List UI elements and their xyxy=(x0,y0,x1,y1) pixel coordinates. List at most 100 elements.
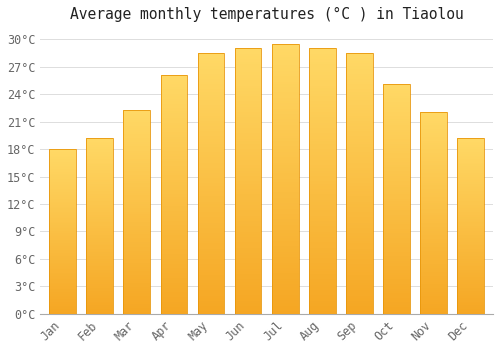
Bar xyxy=(160,101,188,104)
Bar xyxy=(272,95,298,98)
Bar xyxy=(383,103,410,105)
Bar xyxy=(346,306,373,309)
Bar xyxy=(124,134,150,136)
Bar xyxy=(86,189,113,191)
Bar xyxy=(86,186,113,187)
Bar xyxy=(346,254,373,257)
Bar xyxy=(420,304,447,306)
Bar xyxy=(309,173,336,176)
Bar xyxy=(198,223,224,225)
Bar xyxy=(420,199,447,201)
Bar xyxy=(458,233,484,235)
Bar xyxy=(198,100,224,103)
Bar xyxy=(235,152,262,155)
Bar xyxy=(198,199,224,202)
Bar xyxy=(198,204,224,207)
Bar xyxy=(458,284,484,286)
Bar xyxy=(309,210,336,213)
Bar xyxy=(309,194,336,197)
Bar xyxy=(420,253,447,256)
Bar xyxy=(198,303,224,306)
Bar xyxy=(49,268,76,270)
Bar xyxy=(309,72,336,75)
Bar xyxy=(86,265,113,266)
Bar xyxy=(198,53,224,56)
Bar xyxy=(346,82,373,84)
Bar xyxy=(124,298,150,300)
Bar xyxy=(160,120,188,123)
Bar xyxy=(124,187,150,189)
Bar xyxy=(49,200,76,202)
Bar xyxy=(272,236,298,238)
Bar xyxy=(346,158,373,160)
Bar xyxy=(309,125,336,128)
Bar xyxy=(272,298,298,300)
Bar xyxy=(458,296,484,298)
Bar xyxy=(309,59,336,62)
Bar xyxy=(86,208,113,210)
Bar xyxy=(160,75,188,314)
Bar xyxy=(235,239,262,242)
Bar xyxy=(160,211,188,213)
Bar xyxy=(309,224,336,226)
Bar xyxy=(346,63,373,66)
Bar xyxy=(458,210,484,212)
Bar xyxy=(235,51,262,54)
Bar xyxy=(124,199,150,202)
Bar xyxy=(272,152,298,155)
Bar xyxy=(272,155,298,157)
Bar xyxy=(458,208,484,210)
Bar xyxy=(198,165,224,168)
Bar xyxy=(309,176,336,178)
Bar xyxy=(198,257,224,259)
Bar xyxy=(346,259,373,262)
Bar xyxy=(86,231,113,233)
Bar xyxy=(346,257,373,259)
Bar xyxy=(272,241,298,244)
Bar xyxy=(383,158,410,160)
Bar xyxy=(458,270,484,272)
Bar xyxy=(272,230,298,233)
Bar xyxy=(383,128,410,130)
Bar xyxy=(458,216,484,217)
Bar xyxy=(383,231,410,233)
Bar xyxy=(124,214,150,216)
Bar xyxy=(160,304,188,307)
Bar xyxy=(198,66,224,69)
Bar xyxy=(346,176,373,178)
Bar xyxy=(383,217,410,220)
Bar xyxy=(124,216,150,218)
Bar xyxy=(198,134,224,136)
Bar xyxy=(124,257,150,259)
Bar xyxy=(86,247,113,249)
Bar xyxy=(86,198,113,199)
Bar xyxy=(160,264,188,266)
Bar xyxy=(49,276,76,278)
Bar xyxy=(272,90,298,92)
Bar xyxy=(383,309,410,312)
Bar xyxy=(86,273,113,275)
Bar xyxy=(198,246,224,248)
Bar xyxy=(49,230,76,231)
Bar xyxy=(235,194,262,197)
Bar xyxy=(124,259,150,261)
Bar xyxy=(346,56,373,58)
Bar xyxy=(198,296,224,298)
Bar xyxy=(198,236,224,238)
Bar xyxy=(198,76,224,79)
Bar xyxy=(309,189,336,192)
Bar xyxy=(458,206,484,208)
Bar xyxy=(124,310,150,312)
Bar xyxy=(309,237,336,239)
Bar xyxy=(272,47,298,49)
Bar xyxy=(458,309,484,310)
Bar xyxy=(235,112,262,115)
Bar xyxy=(272,244,298,246)
Bar xyxy=(160,82,188,84)
Bar xyxy=(86,168,113,170)
Bar xyxy=(49,278,76,279)
Bar xyxy=(160,242,188,245)
Bar xyxy=(124,163,150,165)
Bar xyxy=(309,264,336,266)
Bar xyxy=(160,185,188,187)
